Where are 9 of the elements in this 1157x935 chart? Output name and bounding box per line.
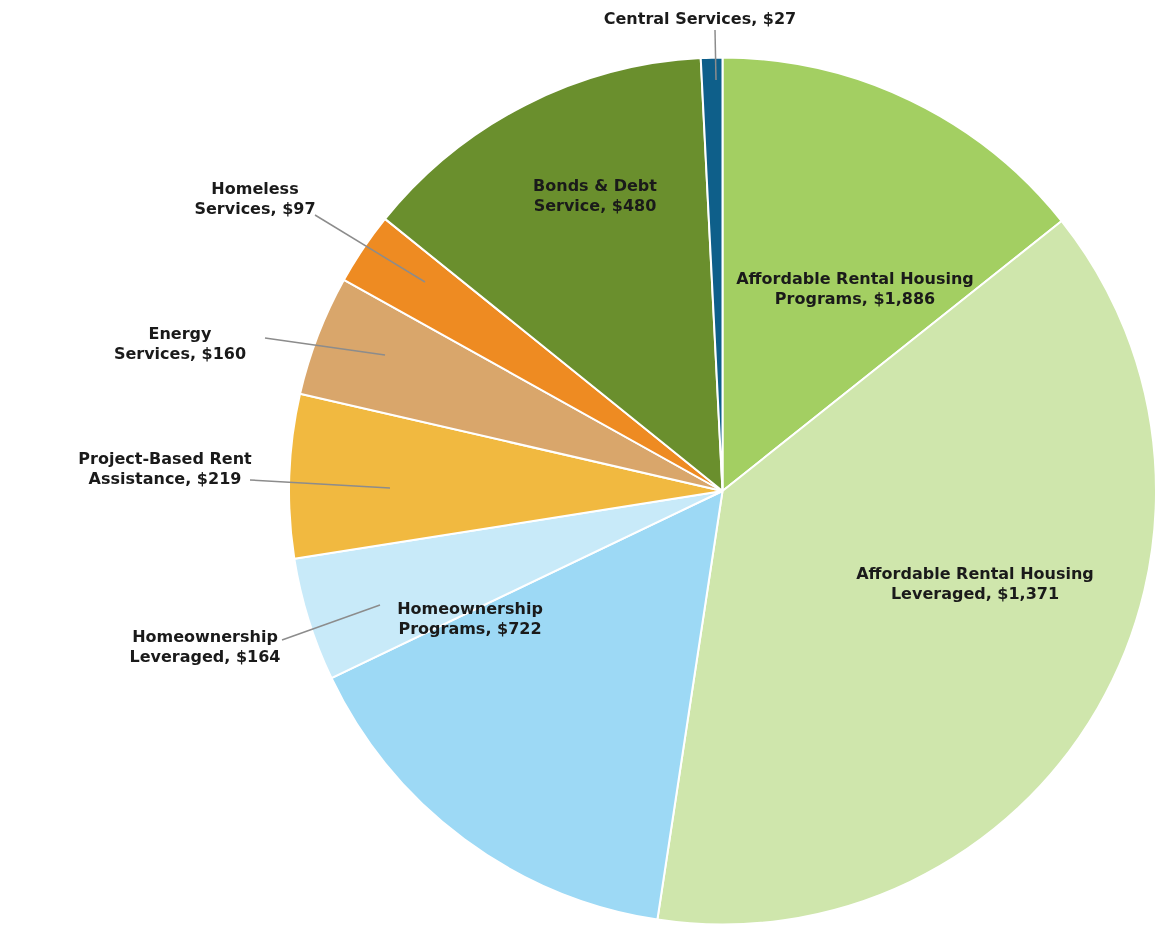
slice-label: Project-Based Rent Assistance, $219	[78, 449, 253, 489]
slice-label: Affordable Rental Housing Programs, $1,886	[736, 269, 974, 309]
slice-label: Bonds & Debt Service, $480	[533, 176, 658, 216]
slice-label: Homeless Services, $97	[194, 179, 316, 219]
slice-label: Energy Services, $160	[113, 324, 247, 364]
slice-label: Central Services, $27	[603, 9, 797, 29]
slice-label: Homeownership Leveraged, $164	[129, 627, 281, 667]
slice-label: Homeownership Programs, $722	[397, 599, 543, 639]
slice-label: Affordable Rental Housing Leveraged, $1,371	[856, 564, 1094, 604]
